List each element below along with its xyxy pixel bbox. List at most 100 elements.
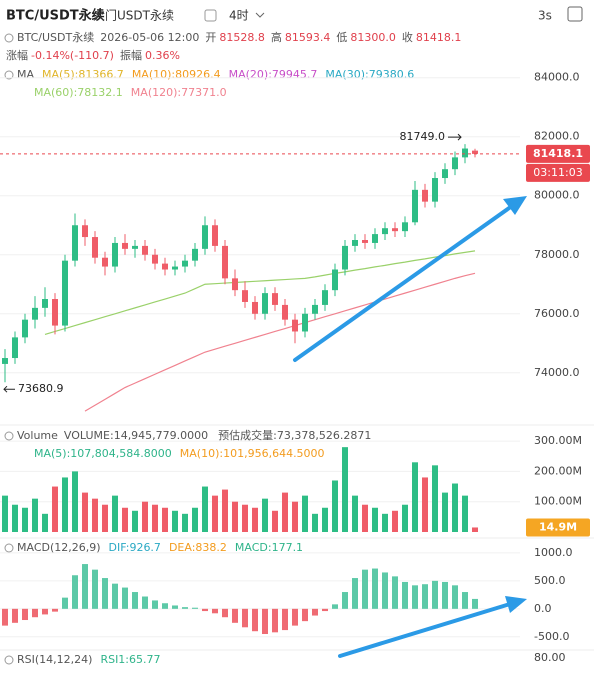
arrow-head <box>505 596 527 613</box>
ma-legend: MA MA(5):81366.7 MA(10):80926.4 MA(20):7994… <box>17 68 414 81</box>
volume-bar <box>352 495 358 532</box>
chevron <box>255 12 265 18</box>
plot: 74000.0 76000.0 78000.0 80000.0 82000.0 84000… <box>0 71 590 643</box>
info-icon <box>4 33 14 43</box>
countdown-box <box>526 163 590 182</box>
macd-bar <box>82 564 88 609</box>
volume-bar <box>332 480 338 532</box>
macd-icon <box>4 543 14 553</box>
candle-body <box>172 266 178 270</box>
text-item: 涨幅 <box>6 49 28 62</box>
y-tick-label: 78000.0 <box>534 248 580 261</box>
macd-bar <box>212 608 218 614</box>
volume-bar <box>432 465 438 532</box>
volume-bar <box>102 504 108 532</box>
annotation-arrow <box>448 133 462 141</box>
ma-line <box>44 250 476 336</box>
text-item: 81300.0 <box>350 31 396 44</box>
macd-bar <box>112 583 118 609</box>
candle-body <box>312 304 318 314</box>
volume-bar <box>452 483 458 532</box>
volume-bar <box>262 498 268 532</box>
volume-bar <box>52 486 58 532</box>
annotation-arrow <box>3 385 15 393</box>
volume-bar <box>442 492 448 532</box>
text-item: 振幅 <box>120 48 142 62</box>
text-item: 预估成交量:73,378,526.2871 <box>218 428 371 442</box>
info-row: BTC/USDT永续 2026-05-06 12:00 开 81528.8 高 81593… <box>17 30 461 44</box>
text-item: VOLUME:14,945,779.0000 <box>64 429 208 442</box>
candle-body <box>412 189 418 223</box>
ma-legend: MA(60):78132.1 MA(120):77371.0 <box>34 86 227 99</box>
macd-bar <box>172 605 178 609</box>
candle-body <box>132 245 138 249</box>
candle-body <box>112 242 118 267</box>
interval[interactable]: 4时 <box>229 9 249 23</box>
volume-bar <box>92 498 98 532</box>
candle-body <box>242 290 248 302</box>
annotation-arrows <box>293 196 527 658</box>
text-item: -0.14%(-110.7) <box>31 49 114 62</box>
candle-body <box>162 263 168 270</box>
macd-bar <box>272 608 278 633</box>
candle-body <box>202 225 208 249</box>
candle-body <box>422 189 428 202</box>
candle-body <box>72 225 78 261</box>
text-item: DIF:926.7 <box>109 541 161 554</box>
candle-body <box>332 269 338 291</box>
text-item: BTC/USDT永续 <box>17 30 94 44</box>
macd-bar <box>302 608 308 622</box>
text-item: MA(10):101,956,644.5000 <box>180 447 325 460</box>
rsi-icon <box>4 655 14 665</box>
low-annotation: 73680.9 <box>18 382 64 395</box>
refresh[interactable]: 3s <box>538 9 552 23</box>
macd-bar <box>72 575 78 609</box>
volume-bar <box>392 510 398 532</box>
candle-body <box>82 225 88 238</box>
volume-bar <box>12 504 18 532</box>
ma-icon <box>4 70 14 80</box>
macd-bar <box>12 608 18 623</box>
candle-body <box>372 234 378 243</box>
candle-body <box>262 293 268 314</box>
text-item: 81528.8 <box>219 31 265 44</box>
change-row: 涨幅 -0.14%(-110.7) 振幅 0.36% <box>6 48 180 62</box>
volume-bar <box>162 507 168 532</box>
subtitle: 大门USDT永续 <box>93 8 174 23</box>
volume-icon <box>4 431 14 441</box>
symbol-title[interactable]: BTC/USDT永续 <box>6 8 105 24</box>
macd-bar <box>322 608 328 612</box>
text-item: Volume <box>17 429 58 442</box>
macd-bar <box>202 608 208 612</box>
macd-bar <box>262 608 268 635</box>
macd-bar <box>372 568 378 609</box>
menu-icon[interactable] <box>567 6 583 22</box>
volume-bar <box>212 495 218 532</box>
candle-body <box>192 248 198 261</box>
macd-bar <box>462 592 468 609</box>
macd-bar <box>422 584 428 609</box>
y-tick-label: 76000.0 <box>534 307 580 320</box>
volume-bar <box>222 489 228 532</box>
volume-bar <box>362 504 368 532</box>
volume-bar <box>112 495 118 532</box>
edit-icon[interactable] <box>204 9 217 22</box>
candle-body <box>322 290 328 305</box>
last-price-box <box>526 144 590 163</box>
candle-body <box>22 319 28 338</box>
macd-bar <box>32 608 38 618</box>
volume-bar <box>272 510 278 532</box>
macd-bar <box>122 587 128 609</box>
candle-body <box>32 307 38 320</box>
volume-bar <box>402 504 408 532</box>
macd-bar <box>2 608 8 626</box>
y-tick-label: 84000.0 <box>534 71 580 84</box>
volume-bar <box>122 507 128 532</box>
macd-bar <box>342 592 348 609</box>
text-item: 开 <box>205 31 216 44</box>
candle-body <box>232 278 238 291</box>
ma-line <box>84 272 476 412</box>
macd-bar <box>22 608 28 621</box>
arrow-head <box>503 196 527 215</box>
